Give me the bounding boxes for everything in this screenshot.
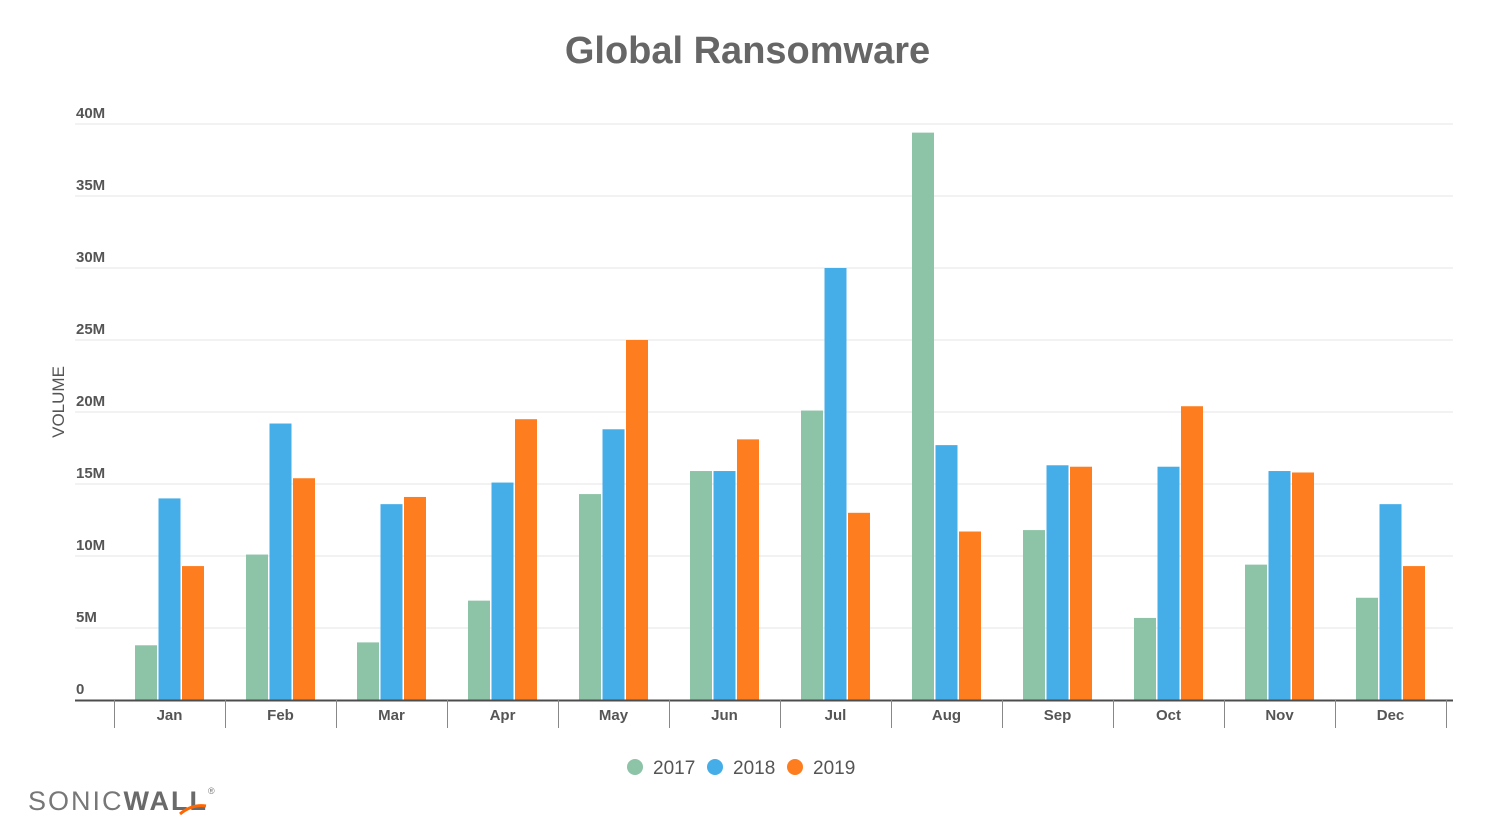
legend-marker-2018 — [707, 759, 723, 775]
bar-2019-mar — [404, 496, 426, 700]
bar-2019-feb — [293, 478, 315, 700]
y-tick-label: 35M — [76, 177, 105, 194]
bar-2018-may — [602, 429, 625, 700]
bar-2018-apr — [491, 482, 514, 700]
x-tick-label: Aug — [932, 707, 961, 724]
legend-label-2019: 2019 — [813, 758, 855, 779]
bar-2019-dec — [1403, 566, 1425, 700]
y-tick-label: 0 — [76, 681, 84, 698]
x-tick-label: Mar — [378, 707, 405, 724]
bar-2018-nov — [1268, 471, 1291, 700]
legend-label-2017: 2017 — [653, 758, 695, 779]
bar-2019-nov — [1292, 472, 1314, 700]
brand-text-wall: WALL — [123, 786, 208, 816]
x-tick-label: May — [599, 707, 629, 724]
brand-text-sonic: SONIC — [28, 786, 124, 816]
bar-2017-may — [579, 494, 601, 700]
bar-2017-jun — [690, 471, 712, 700]
bar-2017-apr — [468, 600, 490, 700]
x-tick-label: Dec — [1377, 707, 1405, 724]
bar-2018-jun — [713, 471, 736, 700]
x-tick-label: Feb — [267, 707, 294, 724]
bar-2018-jul — [824, 268, 847, 700]
bar-2018-aug — [935, 445, 958, 700]
bar-2019-aug — [959, 531, 981, 700]
legend-marker-2017 — [627, 759, 643, 775]
brand-registered-mark: ® — [208, 786, 217, 796]
bar-2019-jan — [182, 566, 204, 700]
bar-2017-feb — [246, 554, 268, 700]
x-tick-label: Jun — [711, 707, 738, 724]
x-tick-label: Nov — [1265, 707, 1294, 724]
bar-2019-jul — [848, 512, 870, 700]
x-tick-label: Sep — [1044, 707, 1072, 724]
y-tick-label: 10M — [76, 537, 105, 554]
brand-swoosh-icon — [179, 804, 207, 816]
bar-2019-jun — [737, 439, 759, 700]
y-tick-label: 5M — [76, 609, 97, 626]
x-tick-label: Apr — [490, 707, 516, 724]
bar-2018-mar — [380, 504, 403, 700]
bar-2018-oct — [1157, 466, 1180, 700]
bar-2019-may — [626, 340, 648, 700]
bar-2017-nov — [1245, 564, 1267, 700]
x-tick-label: Oct — [1156, 707, 1181, 724]
y-tick-label: 25M — [76, 321, 105, 338]
y-tick-label: 40M — [76, 105, 105, 122]
legend-marker-2019 — [787, 759, 803, 775]
bar-2017-oct — [1134, 617, 1156, 700]
bar-2018-sep — [1046, 465, 1069, 700]
bar-2018-jan — [158, 498, 181, 700]
y-axis-label: VOLUME — [49, 366, 68, 438]
y-tick-label: 30M — [76, 249, 105, 266]
x-tick-label: Jul — [825, 707, 847, 724]
bar-2017-dec — [1356, 597, 1378, 700]
x-tick-label: Jan — [157, 707, 183, 724]
bar-2017-jan — [135, 645, 157, 700]
chart-title: Global Ransomware — [564, 30, 931, 72]
bar-2018-feb — [269, 423, 292, 700]
sonicwall-logo: SONICWALL® — [28, 786, 217, 817]
bar-2017-aug — [912, 132, 934, 700]
y-tick-label: 20M — [76, 393, 105, 410]
bar-2017-sep — [1023, 530, 1045, 700]
bar-2019-oct — [1181, 406, 1203, 700]
bar-2017-mar — [357, 642, 379, 700]
legend-label-2018: 2018 — [733, 758, 775, 779]
bar-2019-sep — [1070, 466, 1092, 700]
bar-2017-jul — [801, 410, 823, 700]
y-tick-label: 15M — [76, 465, 105, 482]
bar-2018-dec — [1379, 504, 1402, 700]
bar-2019-apr — [515, 419, 537, 700]
